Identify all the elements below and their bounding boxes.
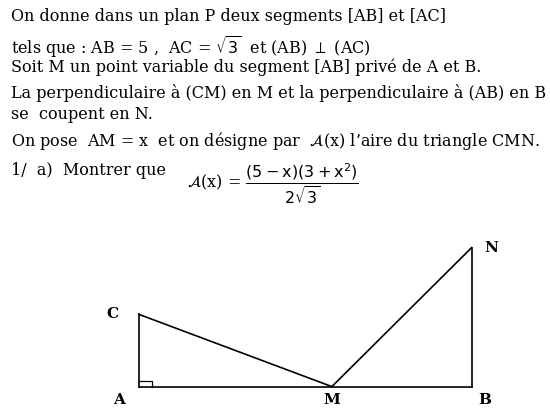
Text: tels que : AB = 5 ,  AC = $\sqrt{3}$  et (AB) $\perp$ (AC): tels que : AB = 5 , AC = $\sqrt{3}$ et (…	[11, 34, 371, 60]
Text: N: N	[485, 241, 498, 255]
Text: A: A	[113, 394, 125, 407]
Text: B: B	[478, 394, 491, 407]
Text: se  coupent en N.: se coupent en N.	[11, 106, 153, 123]
Text: Soit M un point variable du segment [AB] privé de A et B.: Soit M un point variable du segment [AB]…	[11, 59, 481, 76]
Text: $\mathcal{A}$(x) = $\dfrac{(5-\mathrm{x})(3+\mathrm{x}^2)}{2\sqrt{3}}$: $\mathcal{A}$(x) = $\dfrac{(5-\mathrm{x}…	[187, 162, 359, 206]
Text: On donne dans un plan P deux segments [AB] et [AC]: On donne dans un plan P deux segments [A…	[11, 8, 446, 25]
Text: C: C	[106, 307, 118, 321]
Text: M: M	[323, 394, 340, 407]
Text: La perpendiculaire à (CM) en M et la perpendiculaire à (AB) en B: La perpendiculaire à (CM) en M et la per…	[11, 84, 546, 102]
Text: On pose  AM = x  et on désigne par  $\mathcal{A}$(x) l’aire du triangle CMN.: On pose AM = x et on désigne par $\mathc…	[11, 130, 540, 152]
Text: 1/  a)  Montrer que: 1/ a) Montrer que	[11, 162, 166, 178]
